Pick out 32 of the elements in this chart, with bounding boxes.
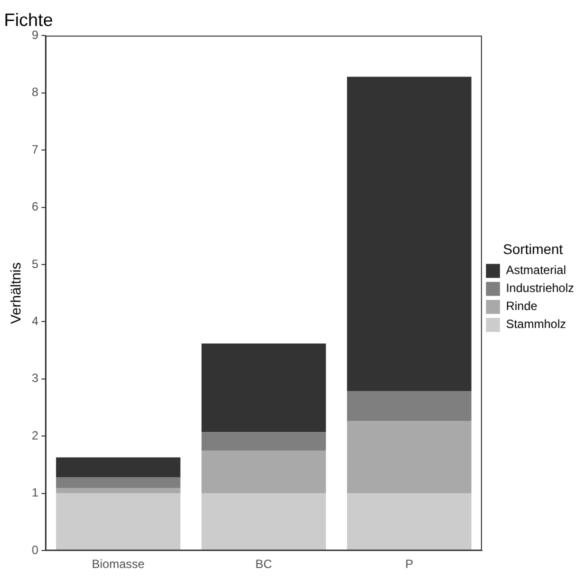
bar (202, 450, 326, 494)
y-tick-label: 1 (32, 486, 39, 500)
chart-title: Fichte (4, 10, 54, 30)
legend-label: Industrieholz (506, 281, 574, 296)
y-tick-label: 8 (32, 85, 39, 100)
legend-label: Astmaterial (506, 263, 566, 278)
y-tick-label: 3 (32, 371, 39, 386)
legend-label: Rinde (506, 299, 538, 314)
y-tick-label: 5 (32, 256, 39, 271)
bar (202, 432, 326, 450)
y-tick-label: 9 (32, 28, 39, 42)
x-tick-label: BC (255, 557, 272, 572)
y-tick-label: 0 (32, 542, 39, 557)
bar (347, 421, 472, 494)
x-tick-label: Biomasse (92, 557, 145, 572)
bar (347, 390, 472, 422)
y-axis-title: Verhältnis (7, 262, 24, 324)
bar (347, 76, 472, 391)
y-tick-label: 7 (32, 142, 39, 156)
bar (347, 493, 472, 550)
bar (202, 343, 326, 432)
bar (56, 477, 180, 488)
legend-title: Sortiment (503, 240, 564, 257)
y-tick-label: 2 (32, 428, 39, 442)
bar (56, 457, 180, 478)
bar (202, 493, 326, 550)
bar (56, 488, 180, 494)
legend-label: Stammholz (506, 317, 566, 332)
y-tick-label: 4 (32, 314, 39, 328)
y-tick-label: 6 (32, 200, 39, 214)
bar (56, 493, 180, 550)
x-tick-label: P (405, 557, 414, 572)
